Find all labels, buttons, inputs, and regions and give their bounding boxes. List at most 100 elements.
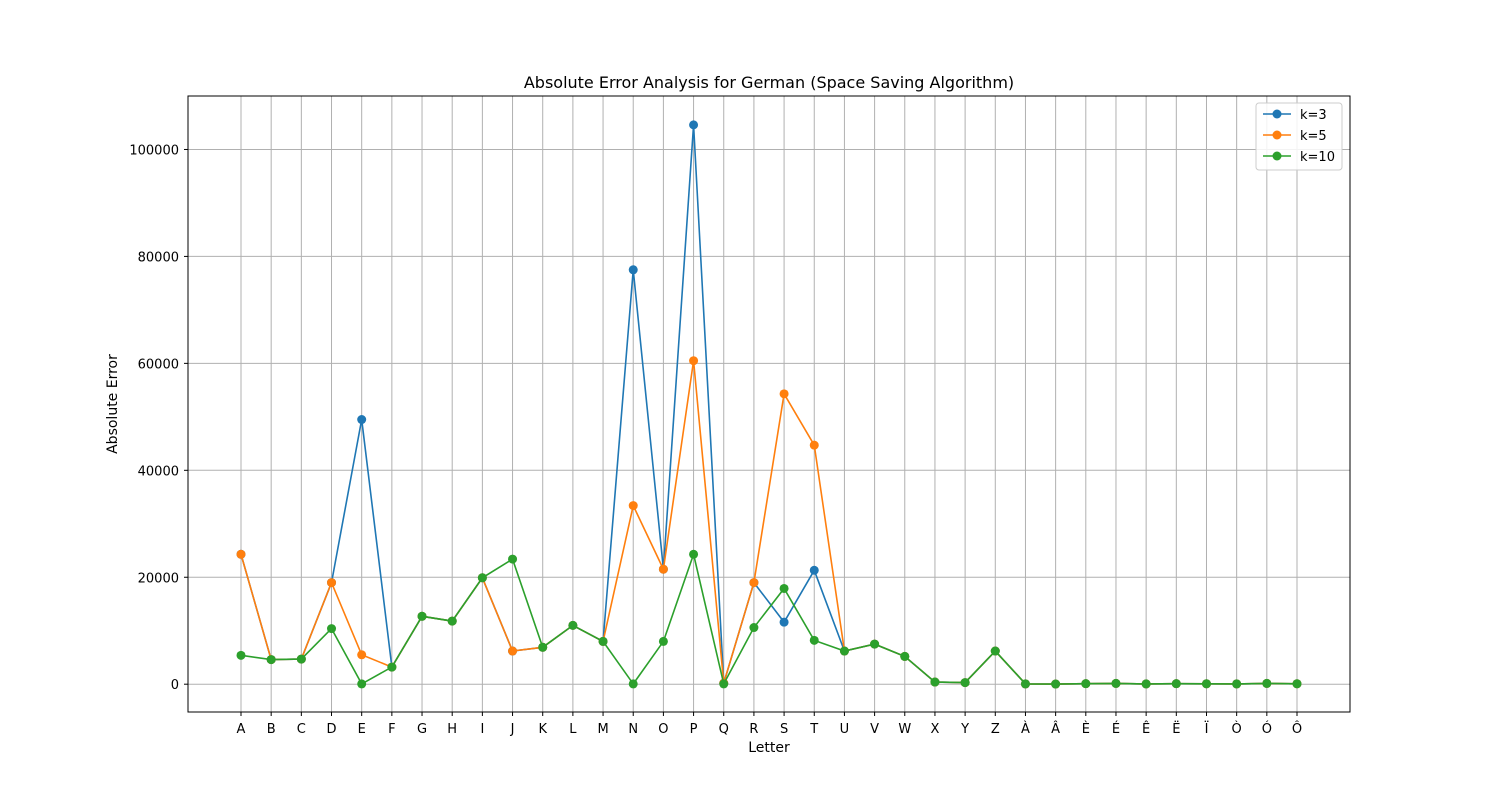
legend-item: k=5 — [1263, 129, 1327, 144]
data-point — [387, 662, 397, 672]
data-point — [508, 554, 518, 564]
y-tick-label: 40000 — [138, 464, 179, 479]
x-tick-label: Q — [719, 722, 729, 737]
data-point — [628, 679, 638, 689]
data-point — [266, 655, 276, 665]
x-tick-label: D — [327, 722, 337, 737]
y-axis-title: Absolute Error — [105, 354, 121, 454]
x-tick-label: Ô — [1292, 721, 1302, 737]
x-tick-label: I — [480, 722, 484, 737]
data-point — [839, 646, 849, 656]
data-point — [689, 549, 699, 559]
legend-marker — [1272, 109, 1282, 119]
x-tick-label: M — [597, 722, 608, 737]
data-point — [628, 265, 638, 275]
legend-label: k=10 — [1300, 150, 1335, 165]
x-tick-label: T — [809, 722, 818, 737]
x-tick-label: Ò — [1232, 721, 1242, 737]
x-tick-label: S — [780, 722, 788, 737]
data-point — [1111, 678, 1121, 688]
x-tick-label: O — [658, 722, 668, 737]
data-point — [990, 646, 1000, 656]
data-point — [1081, 679, 1091, 689]
x-tick-label: Ó — [1262, 721, 1272, 737]
legend-marker — [1272, 151, 1282, 161]
data-point — [960, 678, 970, 688]
data-point — [900, 651, 910, 661]
data-point — [809, 565, 819, 575]
data-point — [236, 650, 246, 660]
data-point — [689, 356, 699, 366]
series-group — [236, 120, 1302, 689]
x-tick-label: W — [898, 722, 911, 737]
x-tick-label: J — [510, 722, 515, 737]
data-point — [508, 646, 518, 656]
data-point — [1262, 678, 1272, 688]
x-tick-label: R — [749, 722, 758, 737]
x-tick-label: L — [569, 722, 577, 737]
x-tick-label: A — [237, 722, 246, 737]
data-point — [809, 440, 819, 450]
x-tick-label: Ë — [1172, 721, 1180, 737]
data-point — [357, 679, 367, 689]
x-tick-label: X — [930, 722, 939, 737]
x-tick-label: V — [870, 722, 879, 737]
y-tick-label: 80000 — [138, 250, 179, 265]
x-tick-label: È — [1082, 721, 1090, 737]
data-point — [689, 120, 699, 130]
x-tick-label: Â — [1051, 721, 1060, 737]
data-point — [568, 620, 578, 630]
legend-item: k=10 — [1263, 150, 1335, 165]
data-point — [357, 650, 367, 660]
data-point — [658, 564, 668, 574]
legend-item: k=3 — [1263, 108, 1327, 123]
data-point — [809, 635, 819, 645]
data-point — [417, 611, 427, 621]
data-point — [327, 624, 337, 634]
series-line — [240, 551, 1298, 687]
data-point — [719, 679, 729, 689]
y-tick-label: 60000 — [138, 357, 179, 372]
x-tick-label: E — [358, 722, 366, 737]
data-point — [477, 573, 487, 583]
data-point — [779, 583, 789, 593]
legend-marker — [1272, 130, 1282, 140]
data-point — [598, 636, 608, 646]
x-tick-label: Ê — [1142, 721, 1150, 737]
data-point — [1232, 679, 1242, 689]
plot-frame — [187, 95, 1351, 713]
data-point — [749, 578, 759, 588]
data-point — [1292, 679, 1302, 689]
legend-label: k=3 — [1300, 108, 1327, 123]
x-tick-label: C — [297, 722, 306, 737]
grid — [188, 96, 1350, 712]
x-tick-label: Y — [960, 722, 969, 737]
series-k-10 — [236, 549, 1302, 689]
x-tick-label: É — [1112, 721, 1120, 737]
x-tick-label: B — [267, 722, 276, 737]
y-tick-label: 0 — [171, 678, 179, 693]
data-point — [1020, 679, 1030, 689]
y-tick-label: 100000 — [129, 143, 179, 158]
x-tick-label: N — [628, 722, 638, 737]
data-point — [327, 578, 337, 588]
x-tick-label: P — [690, 722, 698, 737]
data-point — [749, 623, 759, 633]
data-point — [1171, 679, 1181, 689]
data-point — [870, 639, 880, 649]
x-axis-title: Letter — [748, 740, 790, 756]
data-point — [357, 415, 367, 425]
data-point — [628, 501, 638, 511]
chart-title: Absolute Error Analysis for German (Spac… — [524, 73, 1014, 92]
y-tick-label: 20000 — [138, 571, 179, 586]
x-tick-label: À — [1021, 721, 1030, 737]
data-point — [1051, 679, 1061, 689]
x-tick-label: Z — [991, 722, 1000, 737]
legend-label: k=5 — [1300, 129, 1327, 144]
data-point — [1141, 679, 1151, 689]
data-point — [779, 617, 789, 627]
x-tick-label: F — [388, 722, 395, 737]
x-tick-label: U — [840, 722, 850, 737]
